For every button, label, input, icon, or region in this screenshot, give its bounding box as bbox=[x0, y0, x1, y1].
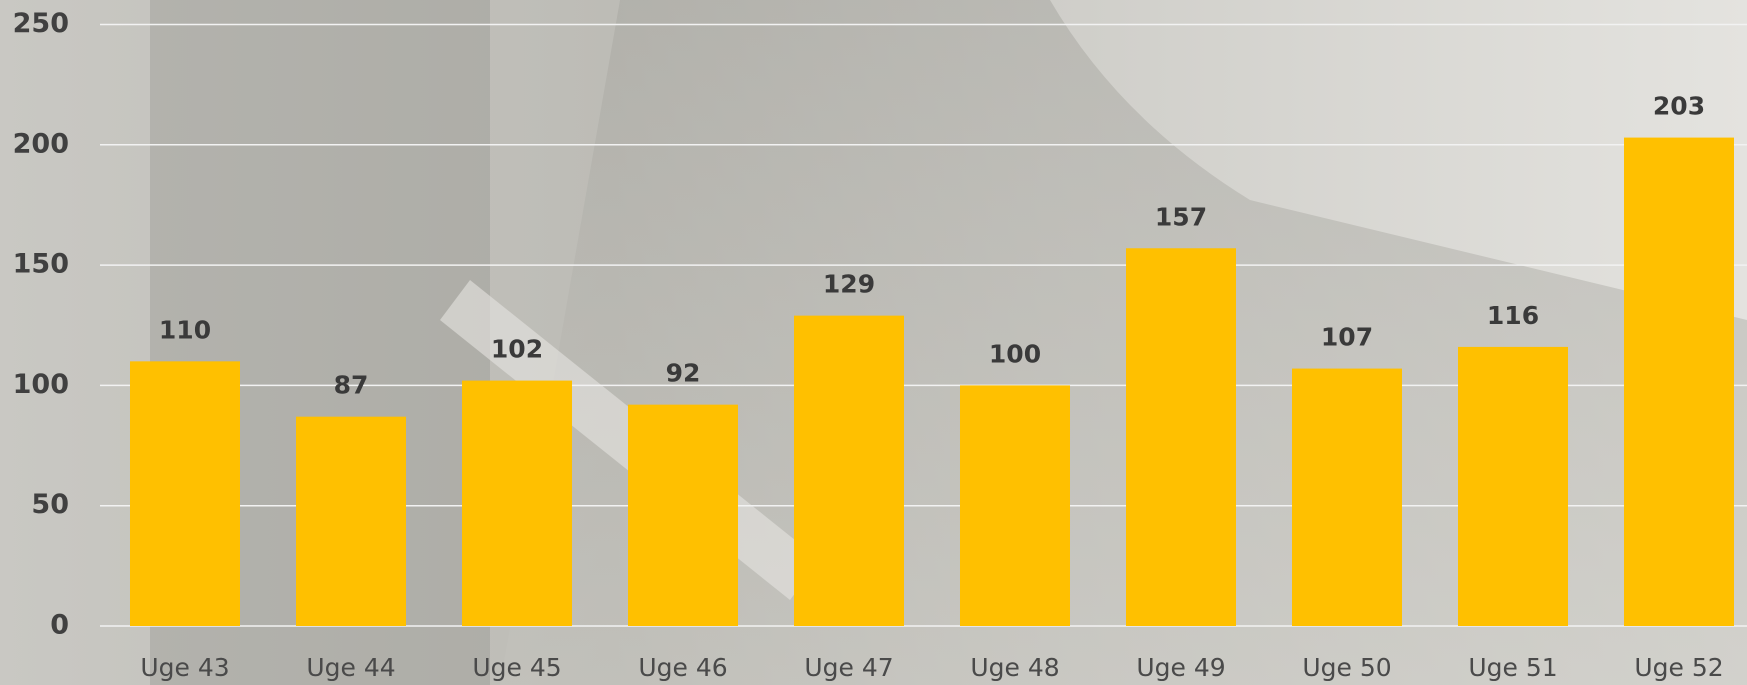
bar bbox=[130, 361, 240, 626]
bar bbox=[1624, 138, 1734, 626]
bar bbox=[628, 405, 738, 626]
x-tick-label: Uge 43 bbox=[140, 653, 229, 682]
bar bbox=[296, 417, 406, 626]
chart: 0 50 100 150 200 250 110 Uge 43 87 Uge 44 102 Uge 4… bbox=[0, 0, 1747, 685]
x-tick-label: Uge 45 bbox=[472, 653, 561, 682]
value-label: 92 bbox=[666, 359, 701, 388]
y-tick-label: 200 bbox=[13, 128, 69, 159]
value-label: 107 bbox=[1321, 323, 1373, 352]
bar bbox=[794, 316, 904, 626]
x-tick-label: Uge 52 bbox=[1634, 653, 1723, 682]
x-tick-label: Uge 48 bbox=[970, 653, 1059, 682]
x-tick-label: Uge 50 bbox=[1302, 653, 1391, 682]
value-label: 157 bbox=[1155, 202, 1207, 231]
x-tick-label: Uge 47 bbox=[804, 653, 893, 682]
value-label: 100 bbox=[989, 339, 1041, 368]
value-label: 102 bbox=[491, 335, 543, 364]
y-tick-label: 50 bbox=[31, 489, 69, 520]
value-label: 116 bbox=[1487, 301, 1539, 330]
bar bbox=[1292, 369, 1402, 626]
y-tick-label: 250 bbox=[13, 8, 69, 39]
value-label: 129 bbox=[823, 270, 875, 299]
x-tick-label: Uge 44 bbox=[306, 653, 395, 682]
bar bbox=[1126, 248, 1236, 626]
y-tick-label: 150 bbox=[13, 249, 69, 280]
value-label: 203 bbox=[1653, 92, 1705, 121]
x-tick-label: Uge 46 bbox=[638, 653, 727, 682]
y-tick-label: 0 bbox=[50, 610, 69, 641]
value-label: 110 bbox=[159, 315, 211, 344]
bar bbox=[462, 381, 572, 626]
bar bbox=[960, 385, 1070, 626]
page: 0 50 100 150 200 250 110 Uge 43 87 Uge 44 102 Uge 4… bbox=[0, 0, 1747, 685]
x-tick-label: Uge 51 bbox=[1468, 653, 1557, 682]
x-tick-label: Uge 49 bbox=[1136, 653, 1225, 682]
y-tick-label: 100 bbox=[13, 369, 69, 400]
value-label: 87 bbox=[334, 371, 369, 400]
bar bbox=[1458, 347, 1568, 626]
